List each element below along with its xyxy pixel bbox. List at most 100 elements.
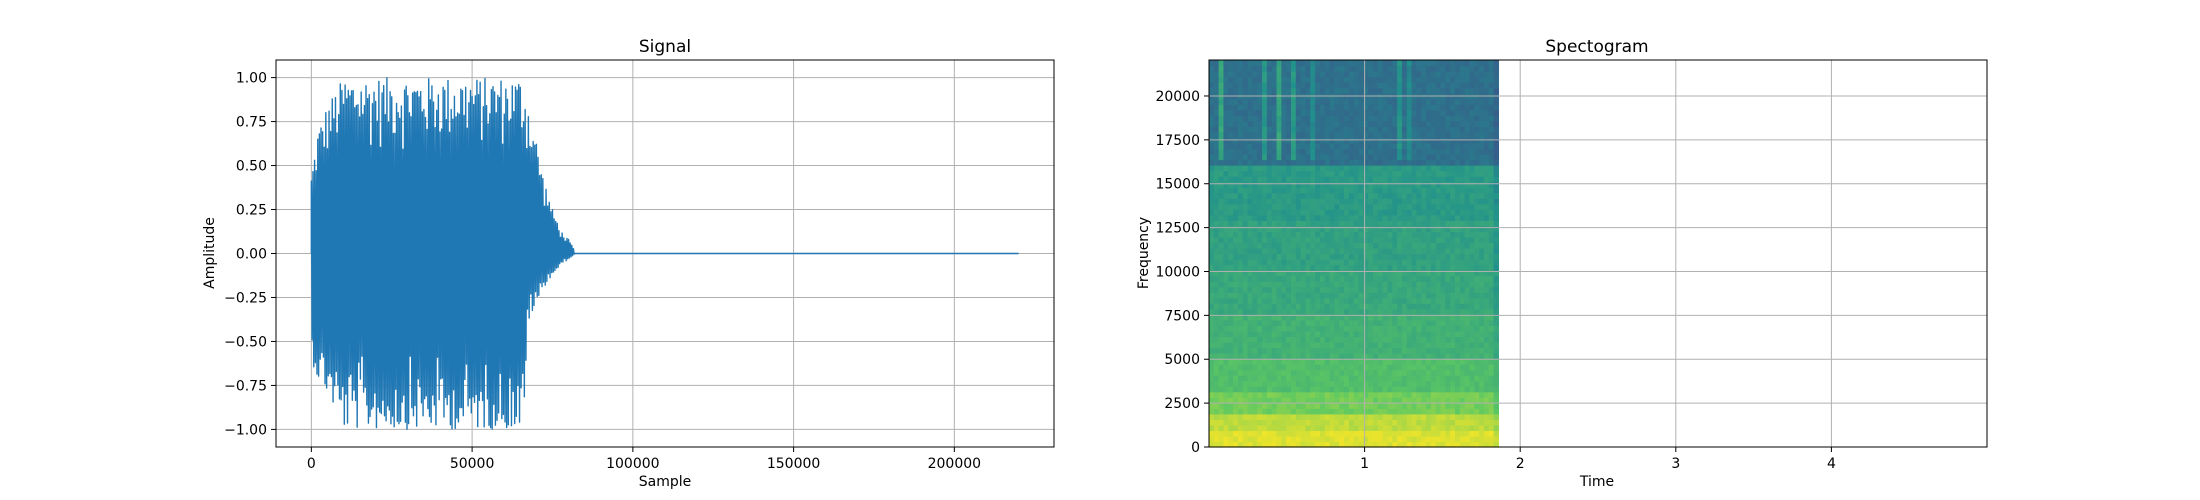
- spectrogram-cell: [1339, 358, 1345, 365]
- spectrogram-cell: [1440, 341, 1446, 349]
- spectrogram-cell: [1310, 198, 1316, 205]
- spectrogram-cell: [1382, 325, 1389, 332]
- spectrogram-cell: [1377, 242, 1384, 249]
- spectrogram-cell: [1440, 424, 1446, 432]
- spectrogram-cell: [1416, 270, 1422, 277]
- spectrogram-cell: [1426, 375, 1432, 382]
- spectrogram-cell: [1358, 286, 1364, 293]
- spectrogram-cell: [1368, 148, 1374, 155]
- spectrogram-cell: [1401, 209, 1408, 216]
- spectrogram-cell: [1353, 181, 1360, 188]
- spectrogram-cell: [1421, 264, 1427, 271]
- spectrogram-cell: [1392, 325, 1398, 332]
- spectrogram-cell: [1233, 60, 1239, 67]
- spectrogram-cell: [1483, 319, 1490, 326]
- spectrogram-cell: [1334, 286, 1340, 293]
- spectrogram-cell: [1319, 297, 1326, 304]
- spectrogram-cell: [1373, 430, 1379, 437]
- spectrogram-cell: [1286, 286, 1292, 293]
- spectrogram-cell: [1397, 60, 1403, 67]
- spectrogram-cell: [1315, 192, 1321, 199]
- spectrogram-cell: [1353, 104, 1360, 111]
- spectrogram-cell: [1209, 380, 1215, 387]
- spectrogram-cell: [1291, 231, 1297, 238]
- spectrogram-cell: [1262, 181, 1268, 188]
- spectrogram-cell: [1450, 98, 1456, 105]
- spectrogram-cell: [1464, 214, 1471, 221]
- spectrogram-cell: [1493, 60, 1500, 67]
- spectrogram-cell: [1348, 375, 1355, 382]
- spectrogram-cell: [1421, 424, 1427, 432]
- spectrogram-cell: [1411, 347, 1418, 354]
- spectrogram-cell: [1247, 358, 1254, 365]
- spectrogram-cell: [1228, 369, 1234, 376]
- spectrogram-cell: [1426, 214, 1432, 221]
- spectrogram-cell: [1459, 386, 1466, 393]
- spectrogram-cell: [1257, 120, 1263, 127]
- spectrogram-cell: [1459, 148, 1466, 155]
- spectrogram-cell: [1252, 424, 1258, 432]
- spectrogram-cell: [1286, 325, 1292, 332]
- spectrogram-cell: [1435, 364, 1442, 371]
- spectrogram-cell: [1373, 435, 1379, 443]
- spectrogram-axes-frame: [1208, 59, 1988, 448]
- spectrogram-cell: [1310, 386, 1316, 393]
- spectrogram-cell: [1493, 126, 1500, 133]
- spectrogram-cell: [1276, 225, 1282, 232]
- spectrogram-cell: [1493, 364, 1500, 371]
- spectrogram-cell: [1416, 242, 1422, 249]
- spectrogram-cell: [1459, 358, 1466, 365]
- spectrogram-cell: [1387, 380, 1393, 387]
- spectrogram-cell: [1233, 71, 1239, 78]
- spectrogram-cell: [1252, 247, 1258, 255]
- spectrogram-cell: [1344, 275, 1350, 282]
- spectrogram-cell: [1450, 386, 1456, 393]
- spectrogram-cell: [1445, 319, 1451, 326]
- spectrogram-cell: [1295, 170, 1302, 177]
- spectrogram-cell: [1237, 214, 1244, 221]
- spectrogram-cell: [1450, 60, 1456, 67]
- spectrogram-cell: [1387, 203, 1393, 210]
- spectrogram-cell: [1368, 386, 1374, 393]
- spectrogram-cell: [1377, 60, 1384, 67]
- spectrogram-cell: [1406, 375, 1413, 382]
- spectrogram-y-tick-label: 0: [1191, 440, 1200, 456]
- spectrogram-cell: [1358, 87, 1364, 94]
- spectrogram-cell: [1416, 380, 1422, 387]
- spectrogram-cell: [1445, 198, 1451, 205]
- spectrogram-cell: [1271, 397, 1278, 404]
- spectrogram-cell: [1440, 281, 1446, 288]
- spectrogram-cell: [1353, 292, 1360, 299]
- spectrogram-cell: [1319, 270, 1326, 277]
- spectrogram-cell: [1300, 65, 1307, 72]
- spectrogram-cell: [1348, 347, 1355, 354]
- spectrogram-cell: [1209, 336, 1215, 343]
- spectrogram-cell: [1445, 159, 1451, 166]
- spectrogram-cell: [1324, 413, 1331, 420]
- spectrogram-cell: [1247, 198, 1254, 205]
- spectrogram-cell: [1464, 286, 1471, 293]
- spectrogram-cell: [1252, 192, 1258, 199]
- spectrogram-cell: [1377, 120, 1384, 127]
- spectrogram-cell: [1310, 413, 1316, 420]
- spectrogram-cell: [1373, 104, 1379, 111]
- spectrogram-cell: [1450, 192, 1456, 199]
- spectrogram-cell: [1262, 419, 1268, 426]
- spectrogram-cell: [1223, 281, 1229, 288]
- spectrogram-cell: [1329, 397, 1336, 404]
- spectrogram-cell: [1382, 430, 1389, 437]
- spectrogram-cell: [1315, 369, 1321, 376]
- spectrogram-cell: [1257, 341, 1263, 349]
- spectrogram-cell: [1286, 386, 1292, 393]
- spectrogram-cell: [1382, 413, 1389, 420]
- spectrogram-cell: [1483, 358, 1490, 365]
- spectrogram-cell: [1358, 220, 1364, 227]
- spectrogram-cell: [1247, 231, 1254, 238]
- spectrogram-cell: [1368, 165, 1374, 172]
- spectrogram-cell: [1406, 435, 1413, 443]
- spectrogram-cell: [1233, 165, 1239, 172]
- spectrogram-cell: [1363, 358, 1369, 365]
- spectrogram-cell: [1483, 109, 1490, 116]
- spectrogram-cell: [1387, 275, 1393, 282]
